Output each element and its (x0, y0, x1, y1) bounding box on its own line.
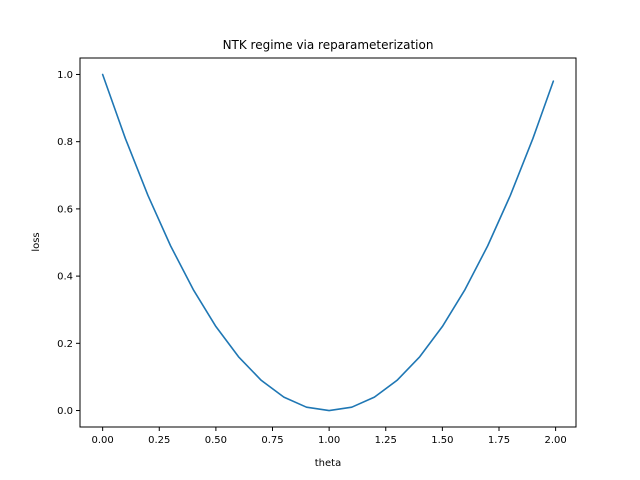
x-tick-label: 1.25 (375, 435, 397, 446)
y-axis: 0.0 0.2 0.4 0.6 0.8 1.0 (57, 70, 80, 417)
x-tick-label: 2.00 (544, 435, 566, 446)
chart-title: NTK regime via reparameterization (223, 38, 434, 52)
x-axis: 0.00 0.25 0.50 0.75 1.00 1.25 1.50 1.75 2.00 (92, 427, 567, 446)
y-tick-label: 0.6 (57, 204, 73, 215)
axes-frame (79, 57, 577, 428)
x-tick-label: 0.50 (205, 435, 227, 446)
x-tick-label: 0.75 (261, 435, 283, 446)
y-tick-label: 0.0 (57, 406, 73, 417)
series-line-0 (101, 73, 555, 412)
x-tick-label: 1.50 (431, 435, 453, 446)
x-tick-label: 0.25 (148, 435, 170, 446)
y-axis-label: loss (31, 232, 42, 251)
x-tick-label: 1.75 (488, 435, 510, 446)
x-tick-label: 0.00 (92, 435, 114, 446)
plot-area (101, 73, 555, 412)
y-tick-label: 0.4 (57, 272, 73, 283)
y-tick-label: 0.8 (57, 137, 73, 148)
y-tick-label: 1.0 (57, 70, 73, 81)
x-tick-label: 1.00 (318, 435, 340, 446)
y-tick-label: 0.2 (57, 339, 73, 350)
x-axis-label: theta (315, 458, 341, 469)
